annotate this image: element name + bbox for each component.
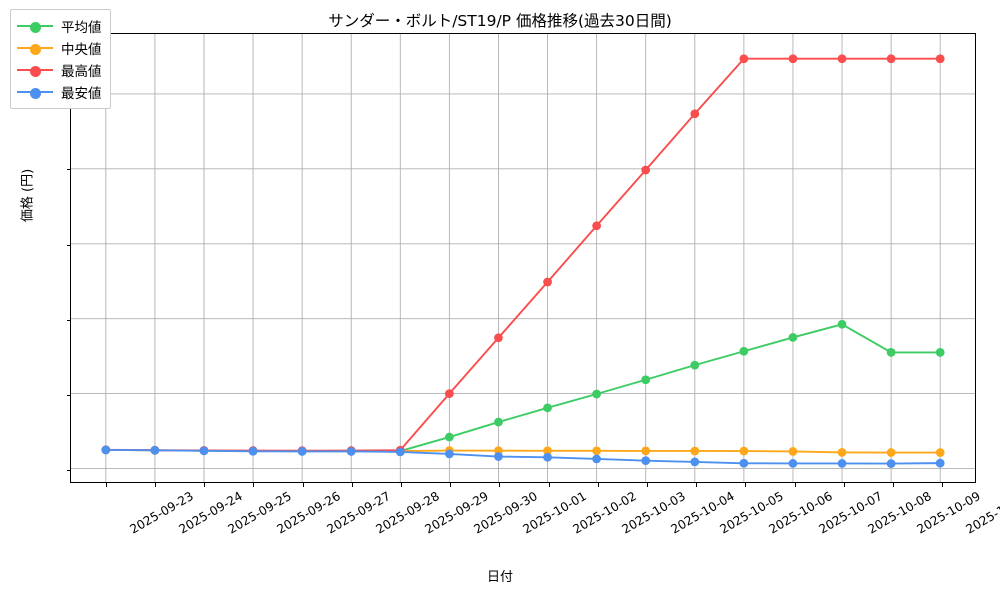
- data-point-marker: [641, 456, 651, 466]
- data-point-marker: [690, 446, 700, 456]
- data-point-marker: [837, 54, 847, 64]
- x-tick-mark: [597, 482, 599, 487]
- x-tick-mark: [204, 482, 206, 487]
- data-point-marker: [150, 445, 160, 455]
- legend-label: 最高値: [61, 64, 102, 80]
- x-tick-mark: [401, 482, 403, 487]
- data-point-marker: [886, 459, 896, 468]
- chart-series-layer: [101, 54, 945, 468]
- data-point-marker: [935, 54, 945, 64]
- x-tick-mark: [499, 482, 501, 487]
- plot-area: 0100020003000400050002025-09-232025-09-2…: [66, 33, 1000, 537]
- legend-item-1[interactable]: 平均値: [17, 15, 102, 37]
- series-line: [104, 448, 942, 465]
- x-tick-mark: [646, 482, 648, 487]
- legend-item-4[interactable]: 最安値: [17, 81, 102, 103]
- data-point-marker: [739, 54, 749, 64]
- data-point-marker: [788, 54, 798, 64]
- legend-swatch-icon: [17, 85, 53, 99]
- chart-legend: 平均値中央値最高値最安値: [10, 9, 111, 109]
- y-tick-mark: [66, 395, 71, 397]
- data-point-marker: [494, 452, 503, 461]
- data-point-marker: [395, 447, 405, 457]
- x-tick-mark: [942, 482, 944, 487]
- data-point-marker: [444, 449, 454, 459]
- y-tick-mark: [66, 319, 71, 321]
- data-point-marker: [690, 457, 700, 467]
- data-point-marker: [543, 403, 552, 413]
- legend-swatch-icon: [17, 63, 53, 77]
- data-point-marker: [592, 446, 602, 456]
- x-tick-mark: [105, 482, 107, 487]
- legend-label: 平均値: [61, 20, 102, 36]
- legend-swatch-icon: [17, 19, 53, 33]
- x-tick-mark: [745, 482, 747, 487]
- data-point-marker: [690, 360, 700, 370]
- data-point-marker: [592, 221, 602, 231]
- data-point-marker: [788, 447, 798, 456]
- series-line: [104, 57, 942, 452]
- data-point-marker: [837, 448, 847, 457]
- y-tick-mark: [66, 244, 71, 246]
- legend-label: 中央値: [61, 42, 102, 58]
- x-tick-mark: [253, 482, 255, 487]
- legend-label: 最安値: [61, 86, 102, 102]
- data-point-marker: [886, 448, 896, 457]
- y-axis-label: 価格 (円): [20, 168, 36, 223]
- data-point-marker: [297, 447, 307, 456]
- data-point-marker: [444, 432, 454, 442]
- x-tick-mark: [794, 482, 796, 487]
- x-axis-label: 日付: [486, 570, 513, 585]
- legend-swatch-icon: [17, 41, 53, 55]
- data-point-marker: [837, 319, 847, 329]
- data-point-marker: [886, 54, 896, 64]
- series-line: [104, 323, 942, 453]
- data-point-marker: [935, 348, 945, 357]
- data-point-marker: [837, 459, 847, 468]
- x-tick-mark: [351, 482, 353, 487]
- data-point-marker: [739, 458, 749, 468]
- data-point-marker: [494, 417, 503, 427]
- series-4: [101, 445, 945, 468]
- data-point-marker: [641, 165, 651, 175]
- y-tick-mark: [66, 169, 71, 171]
- x-tick-mark: [548, 482, 550, 487]
- data-point-marker: [690, 109, 700, 119]
- data-point-marker: [592, 389, 602, 399]
- x-tick-mark: [696, 482, 698, 487]
- data-point-marker: [444, 389, 454, 398]
- data-point-marker: [788, 459, 798, 468]
- y-tick-mark: [66, 470, 71, 472]
- data-point-marker: [543, 452, 552, 462]
- x-tick-mark: [155, 482, 157, 487]
- data-point-marker: [199, 446, 209, 456]
- data-point-marker: [886, 348, 896, 357]
- x-tick-mark: [843, 482, 845, 487]
- x-tick-mark: [302, 482, 304, 487]
- data-point-marker: [543, 446, 552, 456]
- data-point-marker: [788, 333, 798, 342]
- data-point-marker: [101, 445, 111, 455]
- x-tick-mark: [450, 482, 452, 487]
- data-point-marker: [641, 446, 651, 456]
- series-3: [101, 54, 945, 456]
- data-point-marker: [641, 375, 651, 385]
- data-point-marker: [494, 333, 503, 343]
- legend-item-3[interactable]: 最高値: [17, 59, 102, 81]
- series-1: [101, 319, 945, 456]
- data-point-marker: [543, 277, 552, 287]
- x-tick-mark: [892, 482, 894, 487]
- data-point-marker: [346, 447, 356, 456]
- data-point-marker: [592, 454, 602, 464]
- data-point-marker: [935, 458, 945, 468]
- data-point-marker: [739, 346, 749, 356]
- data-point-marker: [739, 446, 749, 456]
- chart-title: サンダー・ボルト/ST19/P 価格推移(過去30日間): [328, 12, 672, 30]
- data-point-marker: [248, 446, 258, 456]
- chart-gridlines: [71, 34, 975, 482]
- data-point-marker: [935, 448, 945, 457]
- legend-item-2[interactable]: 中央値: [17, 37, 102, 59]
